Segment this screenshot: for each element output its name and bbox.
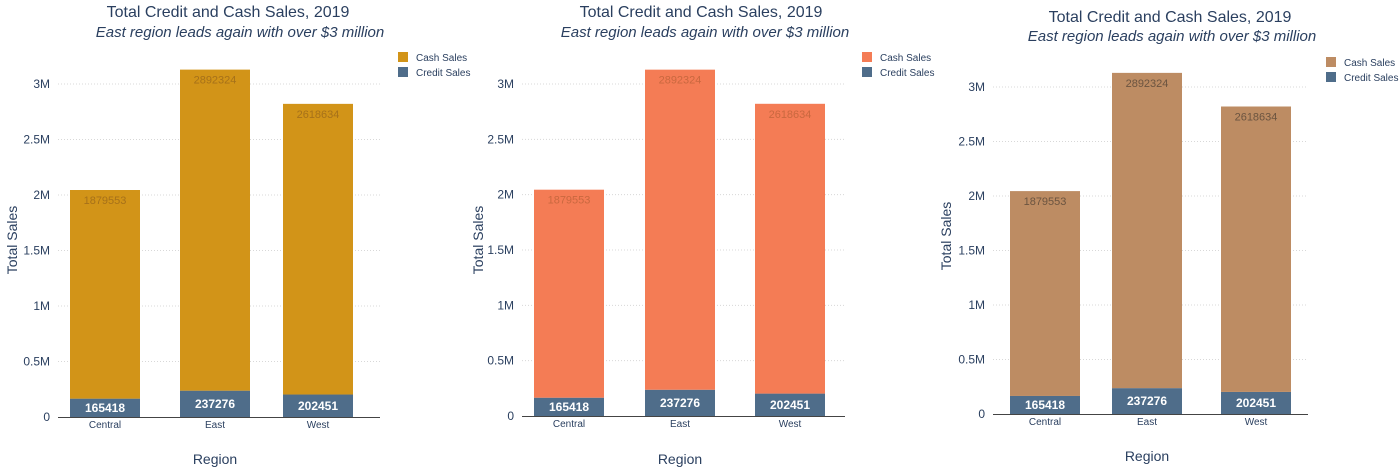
cash-data-label: 1879553 xyxy=(548,195,591,207)
chart-subtitle: East region leads again with over $3 mil… xyxy=(1028,28,1317,45)
chart-title: Total Credit and Cash Sales, 2019 xyxy=(1049,9,1292,26)
cash-data-label: 2892324 xyxy=(659,75,702,87)
bar-cash-sales xyxy=(534,189,604,398)
chart-panel-3: Total Credit and Cash Sales, 2019 East r… xyxy=(935,0,1400,467)
legend-label: Cash Sales xyxy=(416,53,467,64)
y-tick-label: 0 xyxy=(43,410,50,424)
y-tick-label: 0.5M xyxy=(23,355,50,369)
x-tick-label: East xyxy=(1137,417,1157,428)
legend-label: Cash Sales xyxy=(1344,58,1395,69)
chart-title: Total Credit and Cash Sales, 2019 xyxy=(107,4,350,21)
bar-credit-sales xyxy=(1112,388,1182,414)
x-axis-title: Region xyxy=(1125,448,1169,464)
y-tick-label: 2M xyxy=(33,188,50,202)
x-tick-label: Central xyxy=(89,420,121,431)
bar-credit-sales xyxy=(180,390,250,417)
cash-data-label: 2892324 xyxy=(1126,78,1169,90)
y-tick-label: 1.5M xyxy=(958,244,985,258)
cash-data-label: 1879553 xyxy=(84,195,127,207)
chart-svg-2: Total Credit and Cash Sales, 2019 East r… xyxy=(470,4,934,467)
cash-data-label: 2618634 xyxy=(297,109,340,121)
credit-data-label: 165418 xyxy=(549,400,589,414)
y-tick-label: 0 xyxy=(507,409,514,423)
chart-subtitle: East region leads again with over $3 mil… xyxy=(561,24,850,41)
legend-swatch xyxy=(862,67,872,77)
y-tick-label: 2.5M xyxy=(23,133,50,147)
cash-data-label: 2618634 xyxy=(769,109,812,121)
bar-cash-sales xyxy=(70,190,140,399)
bar-cash-sales xyxy=(645,69,715,390)
chart-panel-2: Total Credit and Cash Sales, 2019 East r… xyxy=(466,0,936,467)
x-tick-label: West xyxy=(1245,417,1268,428)
legend-label: Credit Sales xyxy=(1344,73,1398,84)
legend-label: Credit Sales xyxy=(416,68,470,79)
legend-swatch xyxy=(862,52,872,62)
y-tick-label: 2.5M xyxy=(487,132,514,146)
y-tick-label: 2M xyxy=(497,188,514,202)
x-tick-label: Central xyxy=(1029,417,1061,428)
credit-data-label: 237276 xyxy=(1127,394,1167,408)
y-tick-label: 1.5M xyxy=(487,243,514,257)
y-tick-label: 3M xyxy=(33,77,50,91)
y-tick-label: 2.5M xyxy=(958,135,985,149)
cash-data-label: 1879553 xyxy=(1024,196,1067,208)
chart-svg-1: Total Credit and Cash Sales, 2019 East r… xyxy=(4,4,470,467)
credit-data-label: 202451 xyxy=(770,398,810,412)
legend-swatch xyxy=(1326,72,1336,82)
x-tick-label: East xyxy=(670,419,690,430)
y-tick-label: 0.5M xyxy=(958,353,985,367)
bar-credit-sales xyxy=(534,397,604,416)
bar-credit-sales xyxy=(283,394,353,417)
bar-credit-sales xyxy=(1221,391,1291,414)
y-axis-title: Total Sales xyxy=(4,206,20,274)
bar-cash-sales xyxy=(283,103,353,395)
legend-swatch xyxy=(1326,57,1336,67)
y-tick-label: 1M xyxy=(497,298,514,312)
credit-data-label: 237276 xyxy=(195,397,235,411)
chart-svg-3: Total Credit and Cash Sales, 2019 East r… xyxy=(938,9,1398,464)
y-tick-label: 1.5M xyxy=(23,244,50,258)
chart-panel-1: Total Credit and Cash Sales, 2019 East r… xyxy=(0,0,470,467)
y-tick-label: 2M xyxy=(968,189,985,203)
chart-subtitle: East region leads again with over $3 mil… xyxy=(96,24,385,41)
legend-label: Cash Sales xyxy=(880,53,931,64)
legend-swatch xyxy=(398,52,408,62)
credit-data-label: 165418 xyxy=(1025,398,1065,412)
x-axis-title: Region xyxy=(193,451,237,467)
x-axis-title: Region xyxy=(658,451,702,467)
chart-title: Total Credit and Cash Sales, 2019 xyxy=(580,4,823,21)
credit-data-label: 202451 xyxy=(1236,396,1276,410)
bar-credit-sales xyxy=(645,389,715,416)
bar-credit-sales xyxy=(1010,395,1080,414)
bar-cash-sales xyxy=(755,103,825,394)
x-tick-label: West xyxy=(779,419,802,430)
y-axis-title: Total Sales xyxy=(470,206,486,274)
legend-label: Credit Sales xyxy=(880,68,934,79)
y-tick-label: 0.5M xyxy=(487,354,514,368)
cash-data-label: 2892324 xyxy=(194,75,237,87)
x-tick-label: West xyxy=(307,420,330,431)
y-tick-label: 0 xyxy=(978,407,985,421)
y-tick-label: 3M xyxy=(497,77,514,91)
bar-cash-sales xyxy=(1221,106,1291,392)
y-axis-title: Total Sales xyxy=(938,202,954,270)
bar-cash-sales xyxy=(180,69,250,391)
credit-data-label: 165418 xyxy=(85,401,125,415)
y-tick-label: 1M xyxy=(33,299,50,313)
cash-data-label: 2618634 xyxy=(1235,112,1278,124)
credit-data-label: 202451 xyxy=(298,399,338,413)
bar-credit-sales xyxy=(755,393,825,416)
credit-data-label: 237276 xyxy=(660,396,700,410)
y-tick-label: 1M xyxy=(968,298,985,312)
y-tick-label: 3M xyxy=(968,80,985,94)
bar-credit-sales xyxy=(70,398,140,417)
x-tick-label: Central xyxy=(553,419,585,430)
x-tick-label: East xyxy=(205,420,225,431)
legend-swatch xyxy=(398,67,408,77)
bar-cash-sales xyxy=(1010,191,1080,396)
bar-cash-sales xyxy=(1112,72,1182,389)
